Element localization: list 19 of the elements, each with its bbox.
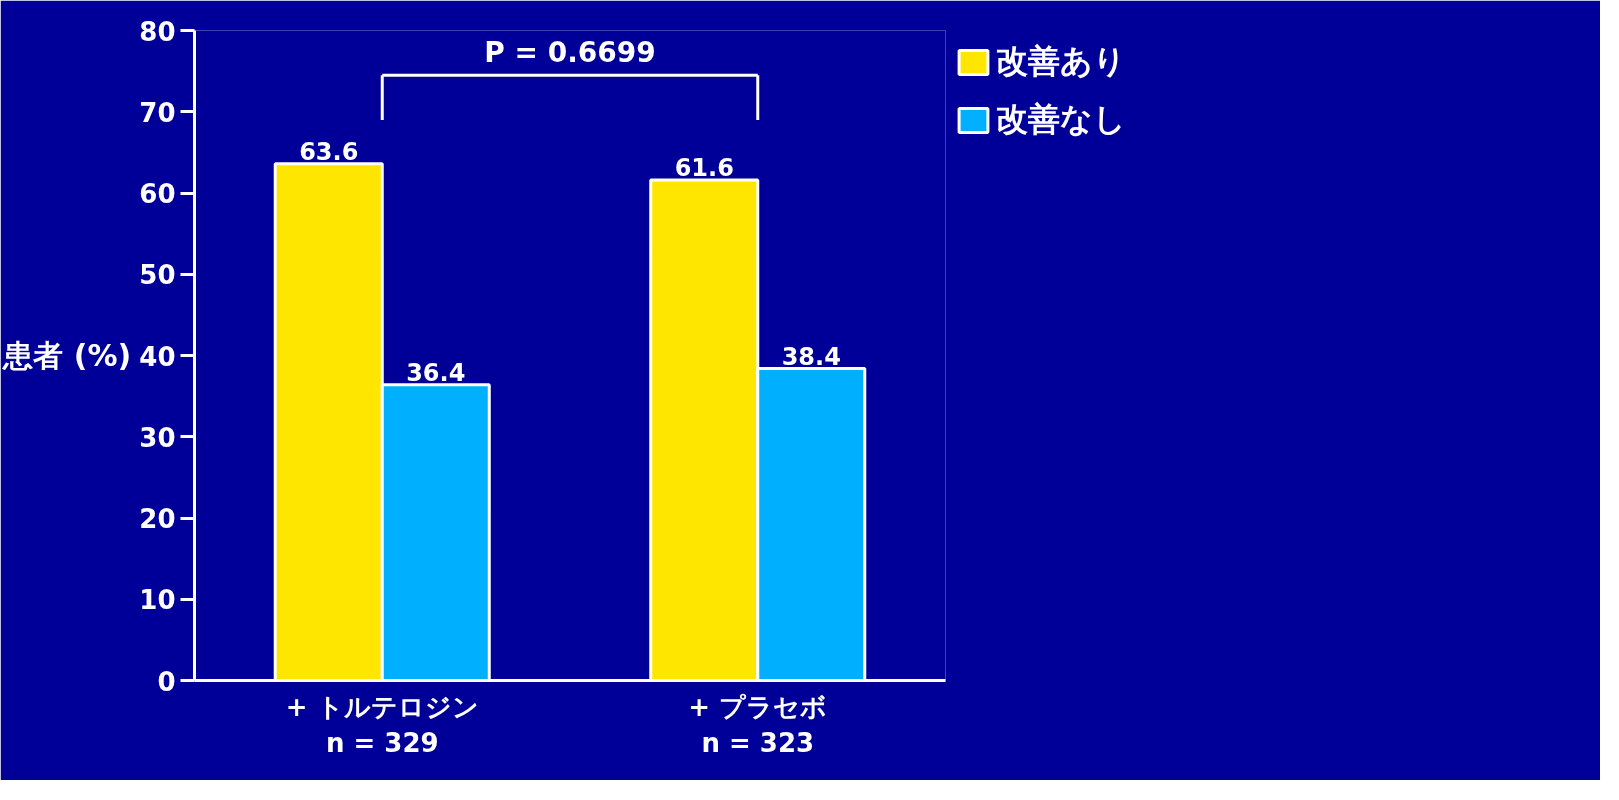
y-tick-label: 30 <box>139 422 176 453</box>
annotation: P = 0.6699 <box>484 35 656 69</box>
data-label: 38.4 <box>781 342 841 371</box>
y-tick-label: 60 <box>139 179 176 209</box>
y-tick-label: 10 <box>139 585 176 616</box>
y-tick-label: 70 <box>139 97 176 128</box>
y-tick-label: 20 <box>139 504 176 534</box>
x-tick-label: + トルテロジン n = 329 <box>285 691 479 758</box>
y-tick-label: 80 <box>139 16 176 47</box>
y-tick-label: 40 <box>139 341 176 372</box>
y-tick-label: 0 <box>157 666 176 697</box>
y-axis-title: 患者 (%) <box>1 338 132 373</box>
data-label: 36.4 <box>406 358 466 387</box>
legend-label: 改善あり <box>996 41 1126 82</box>
x-tick-label: + プラセボ n = 323 <box>688 691 828 758</box>
legend-label: 改善なし <box>996 99 1126 140</box>
data-label: 61.6 <box>674 154 734 182</box>
data-label: 63.6 <box>299 137 359 166</box>
y-tick-label: 50 <box>139 260 176 291</box>
